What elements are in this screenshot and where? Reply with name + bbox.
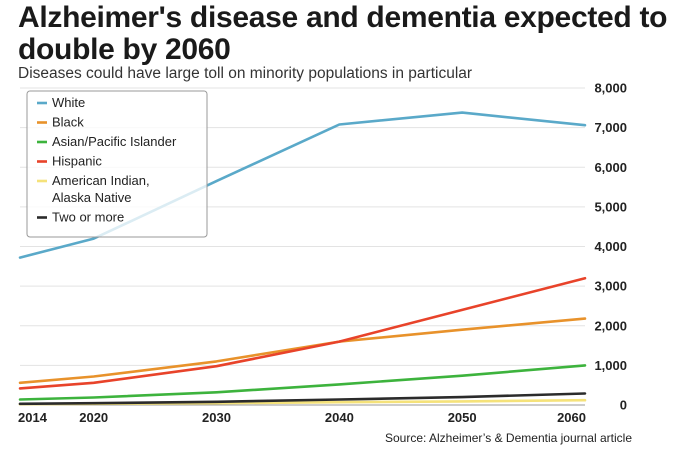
x-tick-label: 2014 <box>18 410 48 425</box>
legend-label: Hispanic <box>52 154 102 169</box>
legend-label: American Indian, <box>52 173 150 188</box>
y-tick-label: 8,000 <box>594 81 627 96</box>
series-line <box>18 111 587 259</box>
axis-ticks: 0 1,000 2,000 3,000 4,000 5,000 6,000 7,000 8,00… <box>18 81 627 426</box>
series-line <box>18 364 587 401</box>
y-tick-label: 5,000 <box>594 199 627 214</box>
x-tick-label: 2030 <box>202 410 231 425</box>
y-tick-label: 1,000 <box>594 358 627 373</box>
series-lines <box>18 111 587 406</box>
y-tick-label: 0 <box>620 398 627 413</box>
x-tick-label: 2040 <box>325 410 354 425</box>
y-tick-label: 4,000 <box>594 239 627 254</box>
legend-label: Alaska Native <box>52 190 131 205</box>
legend-label: Two or more <box>52 210 124 225</box>
chart-subtitle: Diseases could have large toll on minori… <box>18 65 473 82</box>
series-line <box>18 276 587 390</box>
y-tick-label: 6,000 <box>594 160 627 175</box>
chart-title: Alzheimer's disease and dementia expecte… <box>18 1 668 66</box>
x-tick-label: 2020 <box>79 410 108 425</box>
source-note: Source: Alzheimer’s & Dementia journal a… <box>384 431 632 445</box>
x-tick-label: 2050 <box>448 410 477 425</box>
legend-label: White <box>52 95 85 110</box>
series-line <box>18 392 587 406</box>
x-tick-label: 2060 <box>557 410 586 425</box>
series-line <box>18 317 587 385</box>
y-tick-label: 3,000 <box>594 279 627 294</box>
legend: White Black Asian/Pacific Islander Hispanic… <box>26 90 208 238</box>
legend-label: Asian/Pacific Islander <box>52 134 177 149</box>
y-tick-label: 2,000 <box>594 318 627 333</box>
legend-label: Black <box>52 115 84 130</box>
y-tick-label: 7,000 <box>594 120 627 135</box>
legend-box <box>26 90 208 238</box>
